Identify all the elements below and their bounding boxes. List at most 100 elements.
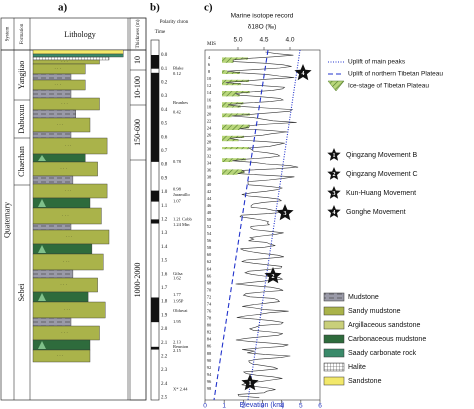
northern-plateau-line [213,49,269,401]
chron-label: 1.95 [173,319,182,324]
chron-label: Blake [173,66,184,71]
mis-label: 40 [207,182,212,187]
time-label: 1.4 [161,245,168,250]
mis-label: 58 [207,245,212,250]
ice-stage [222,70,228,73]
ice-stage [222,147,249,150]
ice-stage [222,126,249,129]
lithology-layer [32,49,124,55]
x-tick-label: 3 [261,403,265,409]
mis-label: 68 [207,280,212,285]
top-tick-label: 4.5 [259,37,268,44]
lithology-layer [32,56,110,61]
lithology-layer [32,89,72,99]
polarity-normal [151,346,159,350]
mis-label: 26 [207,132,212,137]
x-tick-label: 2 [242,403,246,409]
mis-label: 66 [207,273,212,278]
system-header: System [6,27,11,42]
polarity-normal [151,297,159,323]
layer-dots: · · · [54,82,61,87]
mis-label: 22 [207,118,212,123]
polarity-normal [151,219,159,224]
mis-label: 64 [207,266,212,271]
chron-label: 1.95P [173,299,184,304]
lithology-layer [32,109,76,119]
time-label: 0.2 [161,81,168,86]
thickness-header: Thickness (m) [136,19,141,48]
mis-label: 8 [208,69,211,74]
x-tick-label: 5 [299,403,303,409]
time-label: 2.1 [161,341,168,346]
mis-label: 44 [207,196,212,201]
legend-star [327,205,341,218]
mis-label: 18 [207,104,212,109]
polarity-normal [151,72,159,162]
mis-label: 70 [207,287,212,292]
mis-label: 60 [207,252,212,257]
lithology-layer [32,223,72,231]
event-star-number: 3 [284,211,287,217]
ice-stage [222,91,250,94]
lithology-layer [32,131,72,139]
system-label: Quaternary [2,202,11,238]
layer-dots: · · · [64,307,71,312]
ice-stage [222,172,238,175]
legend-event-label: Qingzang Movement B [346,152,418,159]
legend-star [327,148,341,161]
ice-stage [222,83,242,86]
ice-stage [222,158,246,161]
polarity-normal [151,55,159,69]
ice-stage [222,113,250,116]
layer-mark [38,199,46,207]
formation-label: Chaerhan [17,146,26,177]
mis-label: 76 [207,309,212,314]
layer-dots: · · · [62,213,69,218]
legend-lithology-label: Carbonaceous mudstone [348,336,426,343]
panel-label: a) [58,2,68,14]
time-header: Time [155,30,166,35]
isotope-axis-label: δ18O (‰) [248,24,277,31]
legend-swatch [323,376,345,386]
mis-label: 98 [207,386,212,391]
time-label: 0.7 [161,149,168,154]
thickness-label: 150-600 [133,119,142,146]
thickness-label: 10 [133,56,142,64]
mis-label: 54 [207,231,212,236]
chron-label: 1.07 [173,199,182,204]
time-label: 0.5 [161,122,168,127]
chron-label: Jaramillo [173,192,190,197]
layer-mark [38,245,46,253]
layer-dots: · · · [60,166,67,171]
legend-lithology-label: Argillaceous sandstone [348,322,420,329]
ice-stage [222,115,232,118]
x-tick-label: 1 [222,403,226,409]
chron-label: X* 2.44 [173,386,188,391]
mis-label: 32 [207,154,212,159]
layer-mark [38,293,46,301]
layer-dots: · · · [57,122,64,127]
mis-label: 48 [207,210,212,215]
lithology-layer [32,317,72,327]
legend-swatch [323,320,345,330]
legend-lithology-label: Sandy mudstone [348,308,401,315]
time-label: 0.6 [161,135,168,140]
mis-label: 72 [207,294,212,299]
lithology-layer [32,73,72,81]
top-tick-label: 5.0 [233,37,242,44]
thickness-label: 10-100 [133,76,142,99]
time-label: 1.2 [161,218,168,223]
legend-event-label: Gonghe Movement [346,209,406,216]
time-label: 2.2 [161,355,168,360]
time-label: 1.0 [161,190,168,195]
chron-label: 1.62 [173,275,181,280]
ice-stage [222,169,243,172]
time-label: 1.8 [161,300,168,305]
chron-label: 1.24 Mtn [173,222,190,227]
mis-label: 24 [207,125,212,130]
legend-lithology-label: Saady carbonate rock [348,350,417,357]
chron-label: Reunion [173,344,189,349]
legend-event-label: Qingzang Movement C [346,171,418,178]
ice-stage [222,137,230,140]
